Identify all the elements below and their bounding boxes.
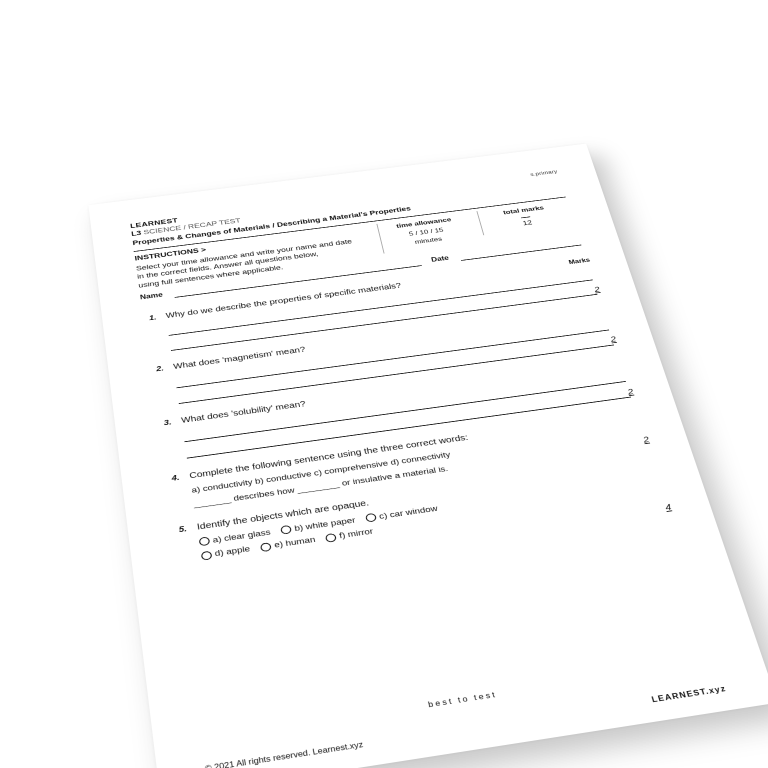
- copyright: © 2021 All rights reserved. Learnest.xyz: [205, 740, 365, 768]
- q2-number: 2.: [149, 364, 169, 407]
- worksheet-page: s.primary LEARNEST L3 SCIENCE / RECAP TE…: [88, 144, 768, 768]
- name-label: Name: [140, 291, 164, 302]
- total-marks-label: total marks: [502, 204, 545, 217]
- footer-brand: LEARNEST.xyz: [651, 685, 728, 707]
- q3-number: 3.: [157, 417, 177, 462]
- stage: s.primary LEARNEST L3 SCIENCE / RECAP TE…: [0, 0, 768, 768]
- header-level: L3: [131, 230, 142, 238]
- q5-number: 5.: [172, 524, 192, 565]
- footer-slogan: best to test: [200, 657, 718, 746]
- page-footer: best to test © 2021 All rights reserved.…: [205, 685, 729, 768]
- q1-mark: 2: [593, 285, 601, 295]
- q5-opt-f[interactable]: f) mirror: [325, 526, 374, 542]
- q1-number: 1.: [142, 313, 161, 354]
- total-marks-value: 12: [521, 216, 533, 227]
- question-list: Marks 1. Why do we describe the properti…: [142, 257, 663, 565]
- q5-mark: 4: [664, 502, 673, 514]
- time-allowance-unit: minutes: [414, 235, 443, 246]
- q4-number: 4.: [165, 473, 185, 513]
- q2-mark: 2: [609, 335, 617, 345]
- date-label: Date: [430, 254, 450, 264]
